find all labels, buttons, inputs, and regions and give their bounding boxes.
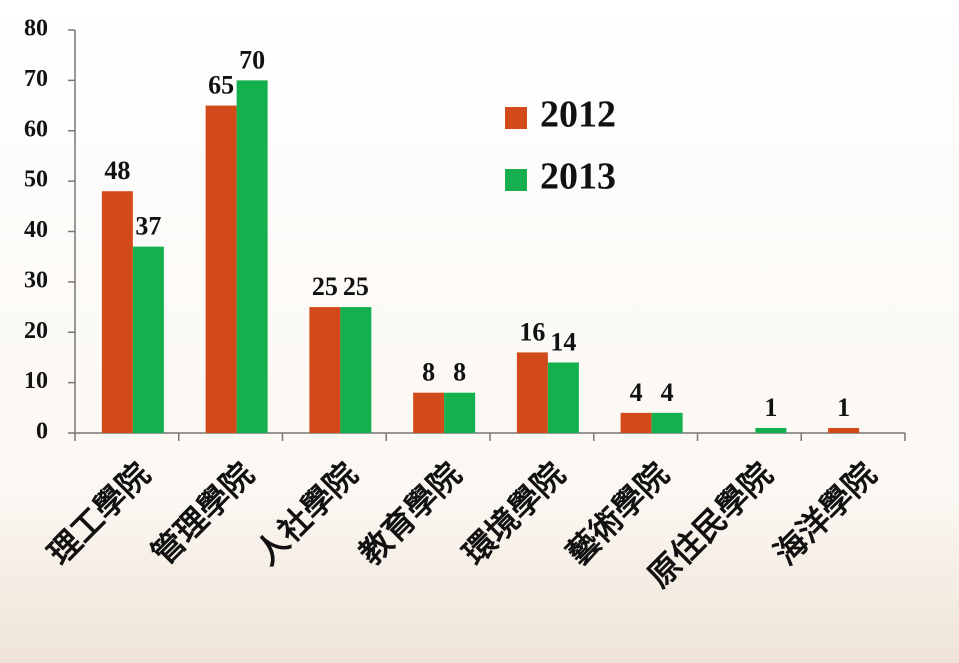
bar bbox=[205, 105, 237, 433]
y-tick-label: 80 bbox=[24, 16, 48, 42]
bar bbox=[340, 307, 372, 433]
y-tick-label: 30 bbox=[24, 267, 48, 293]
bar bbox=[132, 246, 164, 433]
value-label: 4 bbox=[630, 378, 643, 407]
bar bbox=[444, 392, 476, 433]
legend-label: 2012 bbox=[540, 94, 616, 136]
value-label: 1 bbox=[837, 393, 850, 422]
value-label: 65 bbox=[208, 71, 234, 100]
y-tick-label: 70 bbox=[24, 66, 48, 92]
bar bbox=[547, 362, 579, 433]
value-label: 25 bbox=[312, 272, 338, 301]
value-label: 14 bbox=[550, 327, 576, 356]
value-label: 16 bbox=[519, 317, 545, 346]
legend-label: 2013 bbox=[540, 156, 616, 198]
y-tick-label: 40 bbox=[24, 217, 48, 243]
bar bbox=[651, 412, 683, 433]
bar bbox=[309, 307, 341, 433]
y-tick-label: 50 bbox=[24, 167, 48, 193]
bar bbox=[755, 427, 787, 433]
legend-swatch bbox=[505, 107, 527, 129]
y-tick-label: 0 bbox=[36, 419, 48, 445]
value-label: 4 bbox=[661, 378, 674, 407]
value-label: 37 bbox=[135, 212, 161, 241]
bar bbox=[620, 412, 652, 433]
value-label: 70 bbox=[239, 45, 265, 74]
value-label: 48 bbox=[104, 156, 130, 185]
value-label: 8 bbox=[422, 358, 435, 387]
y-tick-label: 20 bbox=[24, 318, 48, 344]
y-tick-label: 60 bbox=[24, 116, 48, 142]
bar bbox=[828, 427, 860, 433]
legend-swatch bbox=[505, 169, 527, 191]
value-label: 25 bbox=[343, 272, 369, 301]
bar bbox=[413, 392, 445, 433]
bar bbox=[101, 191, 133, 433]
bar bbox=[516, 352, 548, 433]
value-label: 8 bbox=[453, 358, 466, 387]
bar bbox=[236, 80, 268, 433]
y-tick-label: 10 bbox=[24, 368, 48, 394]
value-label: 1 bbox=[764, 393, 777, 422]
